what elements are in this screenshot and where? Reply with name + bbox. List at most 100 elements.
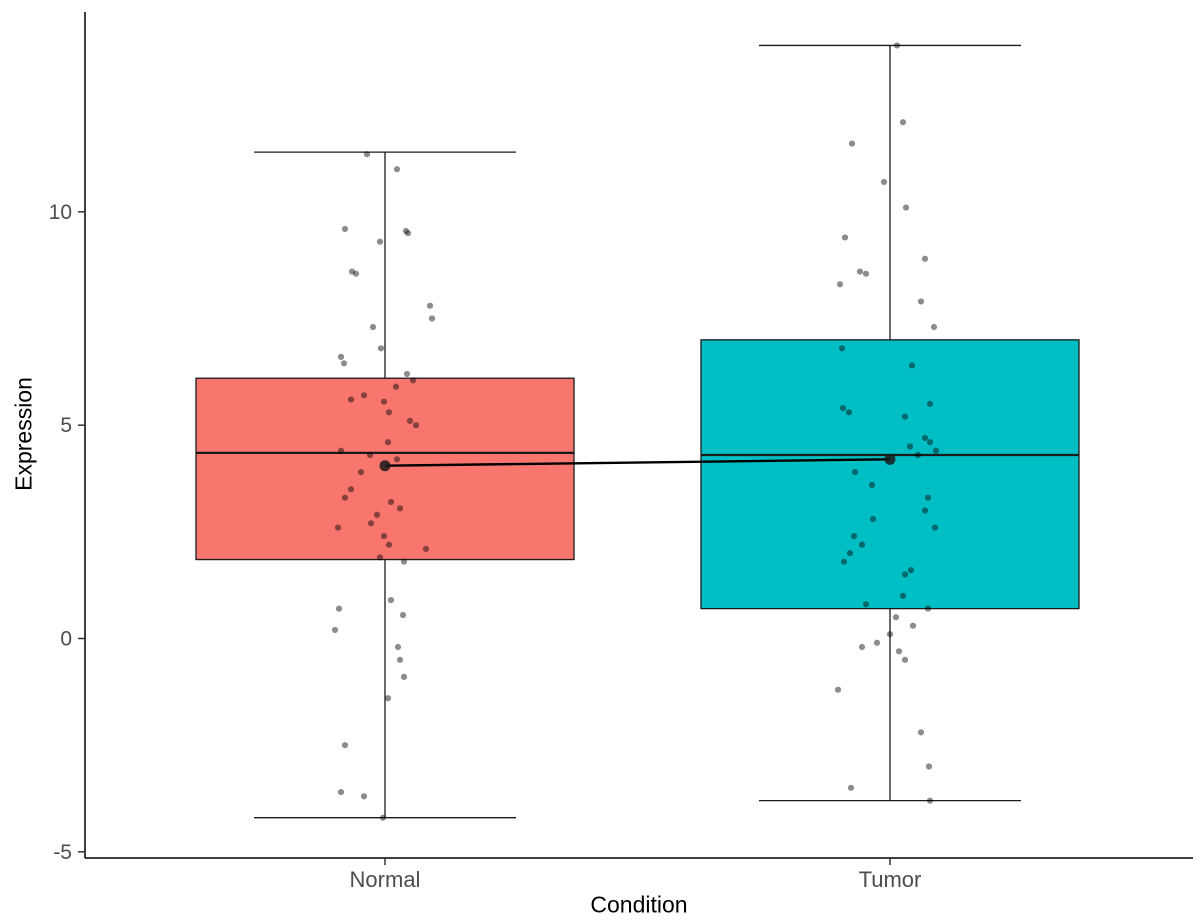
jitter-point bbox=[400, 673, 408, 681]
jitter-point bbox=[840, 558, 848, 565]
jitter-point bbox=[352, 270, 360, 277]
jitter-point bbox=[400, 558, 408, 565]
jitter-point bbox=[836, 281, 844, 288]
jitter-point bbox=[892, 614, 900, 621]
jitter-point bbox=[899, 119, 907, 126]
jitter-point bbox=[921, 255, 929, 262]
jitter-point bbox=[396, 505, 404, 512]
jitter-point bbox=[909, 622, 917, 629]
jitter-point bbox=[845, 409, 853, 416]
jitter-point bbox=[404, 230, 412, 237]
jitter-point bbox=[406, 417, 414, 424]
y-tick-label: 10 bbox=[49, 201, 72, 224]
jitter-point bbox=[341, 494, 349, 501]
jitter-point bbox=[341, 742, 349, 749]
jitter-point bbox=[893, 42, 901, 49]
jitter-point bbox=[337, 447, 345, 454]
jitter-point bbox=[385, 541, 393, 548]
jitter-point bbox=[412, 422, 420, 429]
jitter-point bbox=[862, 601, 870, 608]
jitter-point bbox=[403, 370, 411, 378]
jitter-point bbox=[360, 392, 368, 399]
jitter-point bbox=[917, 729, 925, 736]
jitter-point bbox=[367, 520, 375, 527]
jitter-point bbox=[901, 571, 909, 578]
jitter-point bbox=[393, 456, 401, 463]
jitter-point bbox=[337, 353, 345, 360]
jitter-point bbox=[396, 656, 404, 663]
jitter-point bbox=[334, 524, 342, 531]
jitter-point bbox=[384, 439, 392, 446]
y-axis-title: Expression bbox=[10, 377, 37, 491]
jitter-point bbox=[394, 643, 402, 651]
jitter-point bbox=[366, 451, 374, 459]
jitter-point bbox=[921, 434, 929, 442]
jitter-point bbox=[880, 178, 888, 186]
jitter-point bbox=[422, 545, 430, 552]
y-tick-label: -5 bbox=[53, 841, 72, 864]
jitter-point bbox=[901, 656, 909, 663]
x-tick-label-tumor: Tumor bbox=[859, 867, 922, 892]
jitter-point bbox=[369, 323, 377, 331]
box-tumor bbox=[700, 339, 1080, 610]
jitter-point bbox=[340, 360, 348, 367]
jitter-point bbox=[925, 763, 933, 770]
jitter-point bbox=[868, 481, 876, 488]
x-axis-title: Condition bbox=[590, 891, 688, 918]
jitter-point bbox=[377, 345, 385, 352]
jitter-point bbox=[363, 151, 371, 158]
jitter-point bbox=[901, 413, 909, 420]
jitter-point bbox=[924, 494, 932, 501]
jitter-point bbox=[387, 596, 395, 604]
jitter-point bbox=[847, 784, 855, 791]
jitter-point bbox=[906, 443, 914, 450]
jitter-point bbox=[428, 315, 436, 322]
jitter-point bbox=[335, 605, 343, 612]
jitter-point bbox=[387, 498, 395, 506]
jitter-point bbox=[931, 524, 939, 531]
jitter-point bbox=[858, 541, 866, 548]
jitter-point bbox=[373, 511, 381, 518]
jitter-point bbox=[360, 793, 368, 800]
jitter-point bbox=[838, 345, 846, 352]
jitter-point bbox=[926, 797, 934, 804]
jitter-point bbox=[357, 468, 365, 476]
jitter-point bbox=[839, 404, 847, 412]
jitter-point bbox=[932, 447, 940, 454]
jitter-point bbox=[921, 507, 929, 514]
jitter-point bbox=[393, 166, 401, 173]
jitter-point bbox=[348, 268, 356, 275]
jitter-point bbox=[851, 468, 859, 476]
jitter-point bbox=[856, 268, 864, 275]
jitter-point bbox=[392, 383, 400, 390]
jitter-point bbox=[380, 398, 388, 405]
jitter-point bbox=[899, 592, 907, 599]
jitter-point bbox=[380, 532, 388, 540]
mean-point-tumor bbox=[884, 453, 896, 465]
jitter-point bbox=[347, 486, 355, 493]
jitter-point bbox=[886, 631, 894, 638]
jitter-point bbox=[908, 362, 916, 369]
jitter-point bbox=[337, 789, 345, 796]
jitter-point bbox=[873, 639, 881, 646]
jitter-point bbox=[914, 451, 922, 459]
jitter-point bbox=[399, 611, 407, 619]
jitter-point bbox=[376, 238, 384, 245]
x-tick-label-normal: Normal bbox=[350, 867, 421, 892]
jitter-point bbox=[926, 439, 934, 446]
jitter-point bbox=[926, 400, 934, 407]
y-tick-label: 5 bbox=[60, 414, 72, 437]
jitter-point bbox=[917, 298, 925, 305]
jitter-point bbox=[862, 270, 870, 277]
mean-line bbox=[384, 458, 891, 467]
jitter-point bbox=[409, 377, 417, 384]
jitter-point bbox=[846, 550, 854, 557]
jitter-point bbox=[869, 515, 877, 523]
jitter-point bbox=[924, 605, 932, 612]
jitter-point bbox=[341, 225, 349, 232]
jitter-point bbox=[379, 814, 387, 821]
jitter-point bbox=[376, 554, 384, 561]
y-tick-label: 0 bbox=[60, 628, 72, 651]
